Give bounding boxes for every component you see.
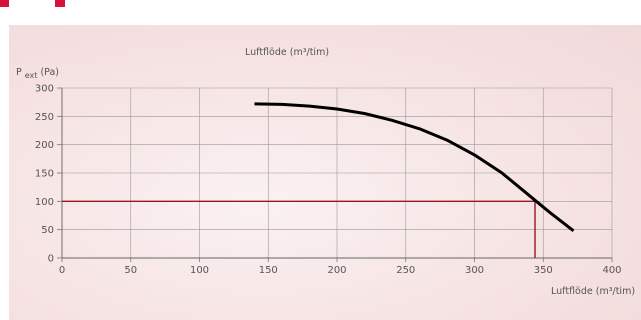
x-tick-labels: 0 50 100 150 200 250 300 350 400 xyxy=(59,265,622,276)
y-tick-label: 50 xyxy=(41,225,54,236)
x-tick-label: 300 xyxy=(465,265,484,276)
y-tick-label: 150 xyxy=(35,169,54,180)
x-tick-label: 150 xyxy=(259,265,278,276)
y-tick-label: 250 xyxy=(35,112,54,123)
y-tick-label: 300 xyxy=(35,84,54,95)
y-tick-label: 100 xyxy=(35,197,54,208)
chart-series xyxy=(254,102,575,232)
x-tick-label: 350 xyxy=(534,265,553,276)
chart-frame xyxy=(57,87,613,262)
chart-grid xyxy=(61,87,613,259)
fan-curve-line xyxy=(254,102,575,232)
y-tick-labels: 0 50 100 150 200 250 300 xyxy=(35,84,54,265)
x-tick-label: 400 xyxy=(602,265,621,276)
x-tick-label: 0 xyxy=(59,265,65,276)
x-tick-label: 250 xyxy=(396,265,415,276)
chart-title: Luftflöde (m³/tim) xyxy=(245,47,329,58)
operating-point-lines xyxy=(62,200,536,258)
x-tick-label: 200 xyxy=(327,265,346,276)
y-tick-label: 200 xyxy=(35,140,54,151)
y-tick-label: 0 xyxy=(48,254,54,265)
y-axis-title: P ext (Pa) xyxy=(16,67,59,81)
y-axis-title-sub: ext xyxy=(25,71,38,80)
brand-accent-bar xyxy=(0,0,9,7)
chart-panel xyxy=(9,25,641,320)
x-tick-label: 100 xyxy=(190,265,209,276)
y-axis-title-unit: (Pa) xyxy=(40,67,59,78)
brand-accent-bar-secondary xyxy=(55,0,65,7)
y-axis-title-main: P xyxy=(16,67,22,78)
x-tick-label: 50 xyxy=(124,265,137,276)
x-axis-title: Luftflöde (m³/tim) xyxy=(551,286,635,297)
